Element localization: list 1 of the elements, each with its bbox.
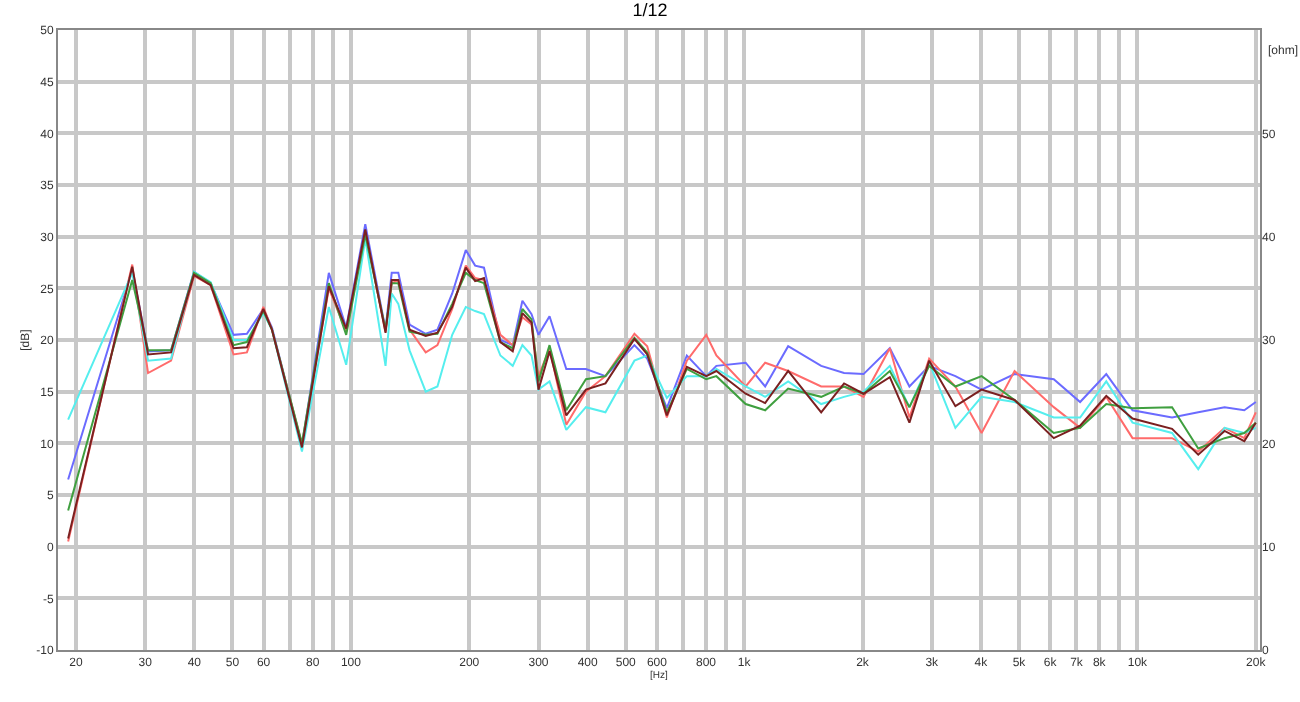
chart-title: 1/12 — [632, 0, 668, 21]
